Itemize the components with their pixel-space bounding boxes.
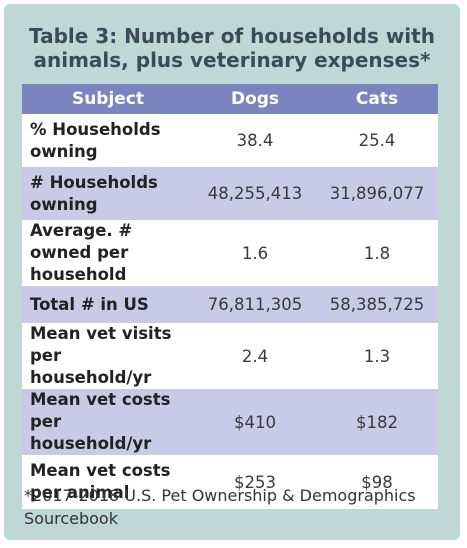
table-row: Mean vet costs per household/yr $410 $182 — [22, 389, 438, 455]
subject-cell: Total # in US — [22, 286, 194, 323]
value-cell: 76,811,305 — [194, 286, 316, 323]
table-row: Total # in US 76,811,305 58,385,725 — [22, 286, 438, 323]
value-cell: $182 — [316, 389, 438, 455]
table-row: # Households owning 48,255,413 31,896,077 — [22, 167, 438, 220]
header-cell: Subject — [22, 84, 194, 114]
header-row: Subject Dogs Cats — [22, 84, 438, 114]
value-cell: 48,255,413 — [194, 167, 316, 220]
value-cell: 2.4 — [194, 323, 316, 389]
header-cell: Cats — [316, 84, 438, 114]
value-cell: $98 — [316, 455, 438, 509]
subject-cell: Mean vet visits per household/yr — [22, 323, 194, 389]
subject-cell: Mean vet costs per household/yr — [22, 389, 194, 455]
table-row: % Households owning 38.4 25.4 — [22, 114, 438, 167]
header-cell: Dogs — [194, 84, 316, 114]
value-cell: 31,896,077 — [316, 167, 438, 220]
data-table: Subject Dogs Cats% Households owning 38.4 25… — [22, 84, 438, 509]
panel: Table 3: Number of households with anima… — [4, 4, 460, 540]
subject-cell: Average. # owned per household — [22, 220, 194, 286]
subject-cell: Mean vet costs per animal — [22, 455, 194, 509]
table-row: Mean vet costs per animal $253 $98 — [22, 455, 438, 509]
value-cell: 38.4 — [194, 114, 316, 167]
value-cell: 1.3 — [316, 323, 438, 389]
footnote: *2017-2018 U.S. Pet Ownership & Demograp… — [24, 486, 416, 528]
subject-cell: % Households owning — [22, 114, 194, 167]
value-cell: $410 — [194, 389, 316, 455]
value-cell: $253 — [194, 455, 316, 509]
value-cell: 58,385,725 — [316, 286, 438, 323]
table-row: Average. # owned per household 1.6 1.8 — [22, 220, 438, 286]
value-cell: 1.8 — [316, 220, 438, 286]
value-cell: 1.6 — [194, 220, 316, 286]
value-cell: 25.4 — [316, 114, 438, 167]
subject-cell: # Households owning — [22, 167, 194, 220]
table-row: Mean vet visits per household/yr 2.4 1.3 — [22, 323, 438, 389]
title: Table 3: Number of households with anima… — [29, 24, 435, 72]
